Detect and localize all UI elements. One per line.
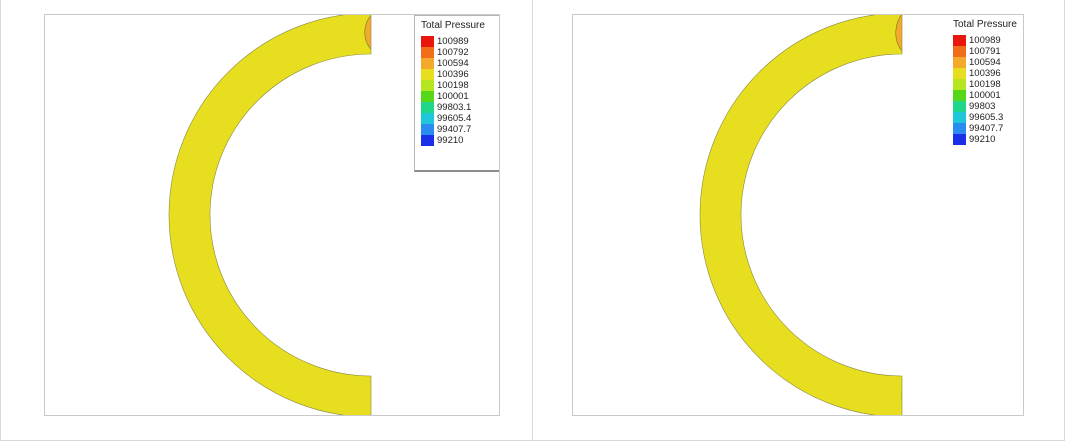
legend-entry: 99803.1 xyxy=(421,102,471,113)
legend-swatch xyxy=(953,112,966,123)
legend-entry: 99803 xyxy=(953,101,995,112)
contour-band xyxy=(957,352,1006,405)
left-legend: Total Pressure 100989 100792 100594 100396 1… xyxy=(414,15,499,172)
contour-region xyxy=(994,338,1023,378)
legend-entry: 99210 xyxy=(953,134,995,145)
legend-entry: 100198 xyxy=(953,79,1001,90)
contour-band xyxy=(380,368,425,415)
annulus-outline xyxy=(699,15,903,415)
contour-region xyxy=(477,317,499,365)
legend-swatch xyxy=(953,35,966,46)
left-contour-plot: Total Pressure 100989 100792 100594 100396 1… xyxy=(44,14,500,416)
legend-label: 99803 xyxy=(969,101,996,112)
legend-swatch xyxy=(953,79,966,90)
contour-band xyxy=(901,378,902,414)
contour-region xyxy=(457,350,487,381)
legend-swatch xyxy=(421,58,434,69)
contour-band xyxy=(919,362,972,415)
legend-label: 99803.1 xyxy=(437,102,472,113)
right-figure-cell: Total Pressure 100989 100791 100594 100396 1… xyxy=(533,0,1065,441)
contour-region xyxy=(928,370,964,412)
right-contour-plot: Total Pressure 100989 100791 100594 100396 1… xyxy=(572,14,1024,416)
legend-swatch xyxy=(421,47,434,58)
contour-band xyxy=(895,15,902,58)
legend-swatch xyxy=(421,36,434,47)
contour-band xyxy=(468,307,499,375)
contour-band xyxy=(985,328,1023,388)
legend-label: 100791 xyxy=(969,46,1001,57)
legend-entry: 100792 xyxy=(421,47,469,58)
legend-label: 100594 xyxy=(437,58,469,69)
contour-region xyxy=(419,359,460,407)
legend-swatch xyxy=(953,123,966,134)
left-figure-cell: Total Pressure 100989 100792 100594 100396 1… xyxy=(0,0,533,441)
legend-label: 100001 xyxy=(969,90,1001,101)
legend-swatch xyxy=(421,80,434,91)
legend-label: 99210 xyxy=(969,134,996,145)
contour-band xyxy=(1016,315,1023,354)
legend-swatch xyxy=(421,135,434,146)
legend-label: 99407.7 xyxy=(437,124,472,135)
legend-label: 100594 xyxy=(969,57,1001,68)
legend-label: 100792 xyxy=(437,47,469,58)
legend-entry: 100594 xyxy=(421,58,469,69)
legend-label: 100198 xyxy=(969,79,1001,90)
contour-region xyxy=(390,21,415,52)
left-legend-title: Total Pressure xyxy=(421,20,485,31)
legend-swatch xyxy=(421,113,434,124)
contour-region xyxy=(902,15,928,51)
legend-entry: 100396 xyxy=(953,68,1001,79)
contour-region xyxy=(908,385,928,406)
legend-label: 99210 xyxy=(437,135,464,146)
legend-entry: 99407.7 xyxy=(953,123,1003,134)
contour-band xyxy=(1019,293,1023,351)
legend-entry: 100989 xyxy=(421,36,469,47)
legend-swatch xyxy=(953,46,966,57)
legend-entry: 100989 xyxy=(953,35,1001,46)
legend-swatch xyxy=(421,102,434,113)
legend-swatch xyxy=(421,124,434,135)
legend-swatch xyxy=(953,68,966,79)
legend-label: 100396 xyxy=(969,68,1001,79)
legend-swatch xyxy=(953,57,966,68)
legend-label: 100989 xyxy=(969,35,1001,46)
legend-entry: 100198 xyxy=(421,80,469,91)
legend-entry: 99605.3 xyxy=(953,112,1003,123)
legend-entry: 100594 xyxy=(953,57,1001,68)
contour-band xyxy=(409,350,468,415)
right-legend-title: Total Pressure xyxy=(953,19,1017,30)
legend-swatch xyxy=(953,90,966,101)
legend-swatch xyxy=(421,91,434,102)
contour-band xyxy=(448,340,497,391)
contour-region xyxy=(966,361,996,395)
legend-label: 99605.4 xyxy=(437,113,472,124)
legend-entry: 100001 xyxy=(421,91,469,102)
left-annulus-contour xyxy=(168,15,499,415)
contour-region xyxy=(371,15,397,49)
legend-entry: 99605.4 xyxy=(421,113,471,124)
legend-swatch xyxy=(421,69,434,80)
legend-swatch xyxy=(953,101,966,112)
legend-entry: 100396 xyxy=(421,69,469,80)
contour-band xyxy=(364,15,371,56)
legend-entry: 100791 xyxy=(953,46,1001,57)
right-annulus-contour xyxy=(699,15,1023,415)
legend-label: 99407.7 xyxy=(969,123,1004,134)
legend-label: 100989 xyxy=(437,36,469,47)
legend-entry: 99210 xyxy=(421,135,463,146)
legend-label: 100001 xyxy=(437,91,469,102)
legend-label: 99605.3 xyxy=(969,112,1004,123)
legend-entry: 100001 xyxy=(953,90,1001,101)
legend-entry: 99407.7 xyxy=(421,124,471,135)
legend-swatch xyxy=(953,134,966,145)
right-legend: Total Pressure 100989 100791 100594 100396 1… xyxy=(947,15,1023,165)
contour-region xyxy=(388,376,417,412)
legend-label: 100198 xyxy=(437,80,469,91)
legend-label: 100396 xyxy=(437,69,469,80)
annulus-outline xyxy=(168,15,372,415)
